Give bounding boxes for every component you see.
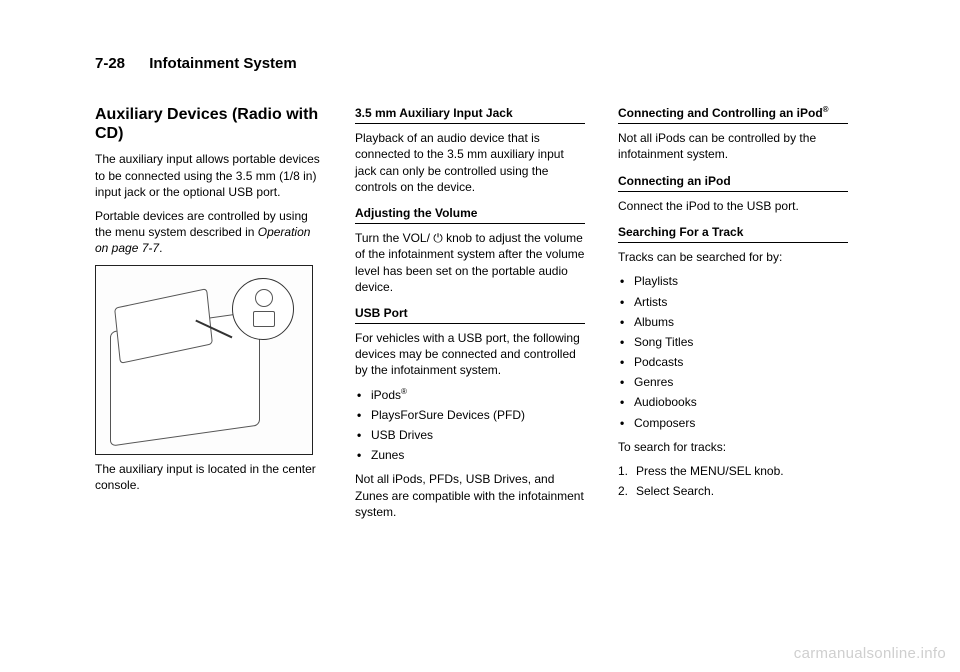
search-track-heading: Searching For a Track (618, 224, 848, 243)
search-steps-intro: To search for tracks: (618, 439, 848, 455)
connect-ipod-heading-text: Connecting and Controlling an iPod (618, 106, 823, 120)
column-2: 3.5 mm Auxiliary Input Jack Playback of … (355, 105, 585, 528)
registered-icon: ® (401, 387, 407, 396)
list-item: Podcasts (618, 354, 848, 370)
connect-ipod-instruction: Connect the iPod to the USB port. (618, 198, 848, 214)
page-number: 7-28 (95, 55, 125, 72)
list-item: USB Drives (355, 427, 585, 443)
compat-note-paragraph: Not all iPods, PFDs, USB Drives, and Zun… (355, 471, 585, 520)
aux-menu-paragraph: Portable devices are controlled by using… (95, 208, 325, 257)
step-number: 1. (618, 463, 628, 479)
list-item: Composers (618, 415, 848, 431)
page-header: 7-28 Infotainment System (95, 55, 297, 72)
list-item: PlaysForSure Devices (PFD) (355, 407, 585, 423)
step-text: Select Search. (636, 484, 714, 498)
list-item: Song Titles (618, 334, 848, 350)
list-item: iPods® (355, 387, 585, 403)
aux-jack-heading: 3.5 mm Auxiliary Input Jack (355, 105, 585, 124)
list-item: Zunes (355, 447, 585, 463)
figure-caption: The auxiliary input is located in the ce… (95, 461, 325, 493)
registered-icon: ® (823, 105, 829, 114)
step-number: 2. (618, 483, 628, 499)
watermark: carmanualsonline.info (794, 645, 946, 662)
list-item: 1. Press the MENU/SEL knob. (618, 463, 848, 479)
connecting-ipod-heading: Connecting an iPod (618, 173, 848, 192)
search-by-intro: Tracks can be searched for by: (618, 249, 848, 265)
center-console-figure (95, 265, 313, 455)
usb-port-paragraph: For vehicles with a USB port, the follow… (355, 330, 585, 379)
list-item: Audiobooks (618, 394, 848, 410)
usb-devices-list: iPods® PlaysForSure Devices (PFD) USB Dr… (355, 387, 585, 464)
list-item: Artists (618, 294, 848, 310)
adjust-volume-paragraph: Turn the VOL/ ⏻ knob to adjust the volum… (355, 230, 585, 295)
section-title: Infotainment System (149, 55, 297, 72)
list-item: Playlists (618, 273, 848, 289)
ipod-compat-paragraph: Not all iPods can be controlled by the i… (618, 130, 848, 162)
column-1: Auxiliary Devices (Radio with CD) The au… (95, 105, 325, 501)
list-item: 2. Select Search. (618, 483, 848, 499)
column-3: Connecting and Controlling an iPod® Not … (618, 105, 848, 503)
aux-devices-title: Auxiliary Devices (Radio with CD) (95, 105, 325, 143)
aux-jack-paragraph: Playback of an audio device that is conn… (355, 130, 585, 195)
connect-ipod-heading: Connecting and Controlling an iPod® (618, 105, 848, 124)
search-by-list: Playlists Artists Albums Song Titles Pod… (618, 273, 848, 431)
list-item: Albums (618, 314, 848, 330)
aux-intro-paragraph: The auxiliary input allows portable devi… (95, 151, 325, 200)
step-text: Press the MENU/SEL knob. (636, 464, 784, 478)
list-item: Genres (618, 374, 848, 390)
usb-port-heading: USB Port (355, 305, 585, 324)
aux-menu-text-b: . (159, 241, 162, 255)
device-ipods: iPods (371, 388, 401, 402)
search-steps-list: 1. Press the MENU/SEL knob. 2. Select Sear… (618, 463, 848, 499)
adjust-volume-heading: Adjusting the Volume (355, 205, 585, 224)
usb-jack-callout-icon (232, 278, 294, 340)
